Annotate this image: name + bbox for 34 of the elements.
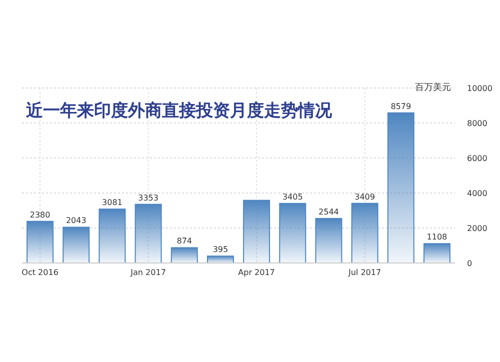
data-label: 3081 [102,198,122,208]
x-tick-label: Apr 2017 [238,268,275,277]
y-axis-title: 百万美元 [415,82,451,93]
data-label: 3353 [138,193,158,202]
data-label: 3409 [354,192,375,202]
data-label: 395 [212,245,228,254]
bar [315,218,342,264]
bar [351,202,378,264]
y-tick-label: 2000 [467,224,488,233]
bar [243,200,270,264]
data-label: 3405 [282,192,303,202]
data-label: 2043 [66,216,86,226]
bar [170,247,198,264]
text: 近一年来印度外商直接投资月度走势情况 [25,101,333,121]
x-tick-label: Jan 2017 [130,268,166,277]
bar [279,202,306,264]
bar [423,243,450,264]
bar [26,220,54,264]
data-label: 1108 [426,232,448,242]
y-tick-label: 4000 [467,189,488,198]
y-tick-label: 10000 [467,84,492,93]
data-label: 2380 [30,210,50,220]
data-label: 8579 [390,102,412,111]
bar [134,204,162,264]
bar [62,226,90,264]
data-label: 2544 [318,207,339,216]
y-tick-label: 0 [467,259,472,268]
bar [98,208,126,264]
y-tick-label: 8000 [467,119,488,128]
x-tick-label: Jul 2017 [348,268,382,277]
x-tick-label: Oct 2016 [22,268,58,277]
bar [387,112,414,264]
data-label: 874 [176,236,192,246]
y-tick-label: 6000 [467,154,488,163]
